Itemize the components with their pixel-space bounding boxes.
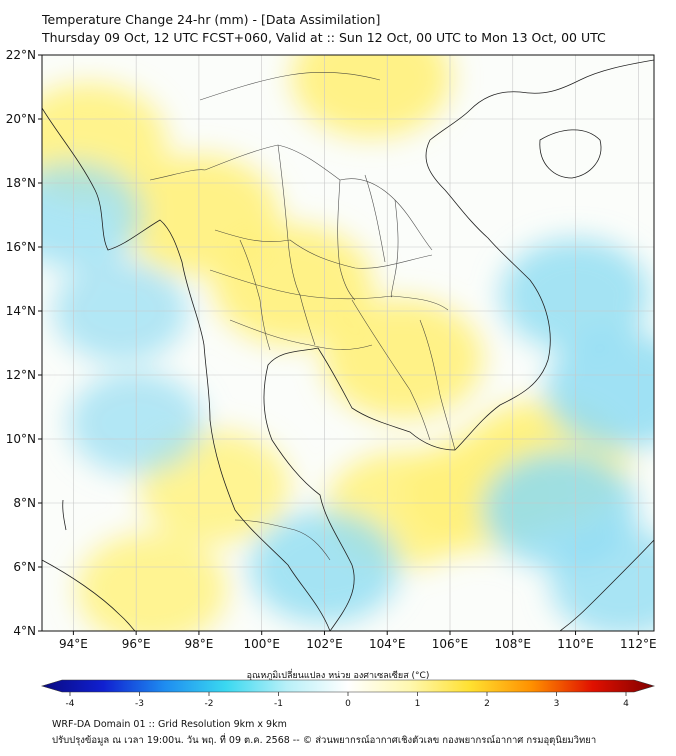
lat-tick-label: 20°N	[6, 112, 36, 126]
coastline-hainan	[539, 129, 602, 179]
coastline-sumatra	[42, 559, 136, 631]
map-title: Temperature Change 24-hr (mm) - [Data As…	[42, 12, 381, 27]
lon-tick-label: 96°E	[122, 637, 151, 651]
province-borders	[149, 71, 456, 561]
lat-tick-label: 4°N	[13, 624, 36, 638]
colorbar-tick-label: 1	[415, 699, 421, 709]
colorbar-label: อุณหภูมิเปลี่ยนแปลง หน่วย องศาเซลเซียส (…	[246, 671, 430, 681]
colorbar-tick-label: 2	[484, 699, 490, 709]
coastline-andaman	[62, 499, 67, 531]
longitude-axis: 94°E 96°E 98°E 100°E 102°E 104°E 106°E 108°E 110…	[59, 631, 657, 651]
lon-tick-label: 94°E	[59, 637, 88, 651]
coastline-mainland	[42, 59, 654, 631]
field-anomaly-2	[213, 225, 374, 346]
map-frame	[41, 54, 655, 632]
colorbar-tick-label: -1	[274, 699, 283, 709]
lon-tick-label: 100°E	[243, 637, 280, 651]
colorbar-tick-label: 4	[623, 699, 629, 709]
colorbar-tick-label: -3	[135, 699, 144, 709]
lat-tick-label: 14°N	[6, 304, 36, 318]
lon-tick-label: 108°E	[495, 637, 532, 651]
lon-tick-label: 98°E	[184, 637, 213, 651]
field-anomaly-17	[42, 162, 144, 268]
field-anomaly-3	[322, 299, 483, 419]
coastline-borneo	[559, 539, 654, 631]
footer-update-info: ปรับปรุงข้อมูล ณ เวลา 19:00น. วัน พฤ. ที…	[52, 735, 597, 746]
lat-tick-label: 16°N	[6, 240, 36, 254]
colorbar-tick-label: -2	[205, 699, 214, 709]
lat-tick-label: 18°N	[6, 176, 36, 190]
lon-tick-label: 110°E	[557, 637, 594, 651]
lon-tick-label: 112°E	[620, 637, 657, 651]
field-anomaly-8	[76, 533, 227, 631]
lat-tick-label: 12°N	[6, 368, 36, 382]
footer-domain-info: WRF-DA Domain 01 :: Grid Resolution 9km …	[52, 719, 287, 730]
colorbar-tick-label: 0	[345, 699, 351, 709]
graticule	[42, 55, 654, 631]
lon-tick-label: 106°E	[432, 637, 469, 651]
field-anomaly-16	[550, 528, 654, 631]
temperature-change-map: 94°E 96°E 98°E 100°E 102°E 104°E 106°E 108°E 110…	[6, 48, 657, 651]
field-anomaly-9	[291, 55, 452, 138]
lat-tick-label: 6°N	[13, 560, 36, 574]
lat-tick-label: 10°N	[6, 432, 36, 446]
coastlines	[42, 59, 654, 631]
lat-tick-label: 8°N	[13, 496, 36, 510]
field-anomaly-12	[545, 332, 654, 450]
latitude-axis: 22°N 20°N 18°N 16°N 14°N 12°N 10°N 8°N 6°N 4°N	[6, 48, 42, 638]
lon-tick-label: 104°E	[369, 637, 406, 651]
colorbar-tick-label: -4	[66, 699, 75, 709]
lat-tick-label: 22°N	[6, 48, 36, 62]
map-subtitle: Thursday 09 Oct, 12 UTC FCST+060, Valid …	[42, 30, 606, 45]
colorbar-tick-label: 3	[554, 699, 560, 709]
lon-tick-label: 102°E	[306, 637, 343, 651]
temperature-field	[42, 55, 654, 631]
